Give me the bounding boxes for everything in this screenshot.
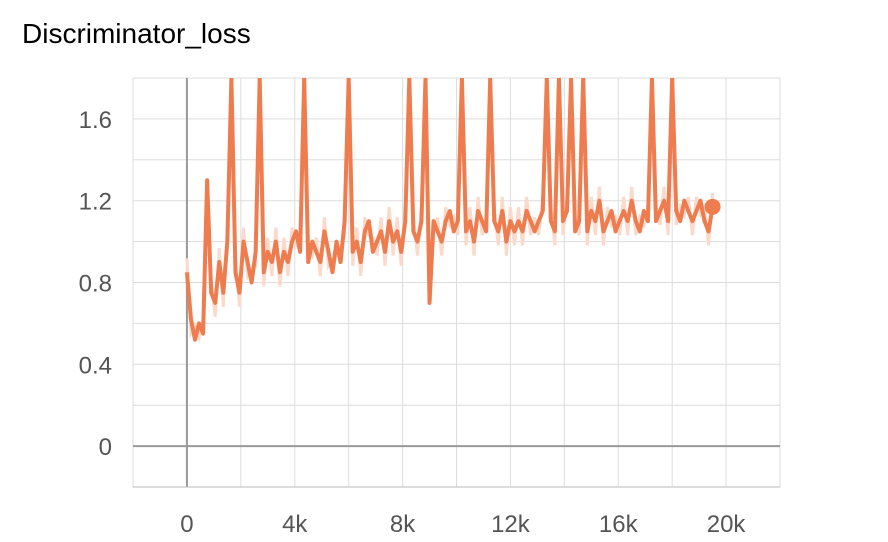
y-tick-label: 0.8 <box>79 271 112 298</box>
chart-title: Discriminator_loss <box>22 18 251 49</box>
y-tick-label: 1.2 <box>79 189 112 216</box>
last-point-marker <box>704 198 721 215</box>
y-tick-label: 0 <box>99 434 112 461</box>
x-tick-label: 0 <box>180 511 193 538</box>
tick-labels: 0 4k 8k 12k 16k 20k 0 0.4 0.8 1.2 1.6 <box>79 107 747 538</box>
x-tick-label: 8k <box>390 511 416 538</box>
x-tick-label: 4k <box>282 511 308 538</box>
x-tick-label: 20k <box>707 511 747 538</box>
smoothed-series <box>184 78 715 342</box>
y-tick-label: 0.4 <box>79 352 112 379</box>
x-tick-label: 12k <box>491 511 531 538</box>
x-tick-label: 16k <box>599 511 639 538</box>
smoothed-line <box>184 78 715 342</box>
grid-lines <box>132 77 781 488</box>
y-tick-label: 1.6 <box>79 107 112 134</box>
